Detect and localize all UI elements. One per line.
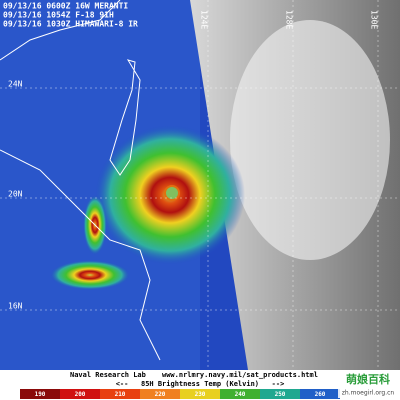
rain-band	[50, 260, 130, 290]
watermark: 萌娘百科 zh.moegirl.org.cn	[338, 370, 398, 398]
colorbar-tick: 240	[235, 391, 246, 398]
latitude-label: 16N	[8, 302, 23, 311]
latitude-label: 20N	[8, 190, 23, 199]
colorbar: 190 200 210 220 230 240 250 260	[20, 389, 340, 399]
colorbar-tick: 220	[155, 391, 166, 398]
cloud-band	[230, 20, 390, 260]
url: www.nrlmry.navy.mil/sat_products.html	[162, 371, 318, 379]
colorbar-segment	[100, 389, 140, 399]
longitude-label: 128E	[285, 10, 294, 29]
colorbar-tick: 260	[315, 391, 326, 398]
colorbar-title: <-- 85H Brightness Temp (Kelvin) -->	[116, 380, 285, 388]
colorbar-segment	[180, 389, 220, 399]
longitude-label: 124E	[200, 10, 209, 29]
colorbar-tick: 230	[195, 391, 206, 398]
watermark-url: zh.moegirl.org.cn	[342, 390, 395, 397]
colorbar-segment	[20, 389, 60, 399]
header-line: 09/13/16 1030Z HIMAWARI-8 IR	[3, 20, 138, 29]
coastline	[0, 0, 121, 61]
coastline	[0, 149, 161, 361]
header-line: 09/13/16 1054Z F-18 91H	[3, 11, 114, 20]
colorbar-segment	[300, 389, 340, 399]
coastline	[109, 59, 141, 176]
colorbar-tick: 200	[75, 391, 86, 398]
colorbar-segment	[140, 389, 180, 399]
longitude-label: 130E	[370, 10, 379, 29]
header-line: 09/13/16 0600Z 16W MERANTI	[3, 2, 128, 11]
watermark-logo: 萌娘百科	[346, 372, 390, 386]
eye	[164, 185, 180, 201]
colorbar-tick: 210	[115, 391, 126, 398]
credit: Naval Research Lab	[70, 371, 146, 379]
latitude-label: 24N	[8, 80, 23, 89]
colorbar-tick: 190	[35, 391, 46, 398]
colorbar-segment	[60, 389, 100, 399]
watermark-bg	[338, 370, 398, 398]
colorbar-segment	[220, 389, 260, 399]
colorbar-segment	[260, 389, 300, 399]
colorbar-tick: 250	[275, 391, 286, 398]
